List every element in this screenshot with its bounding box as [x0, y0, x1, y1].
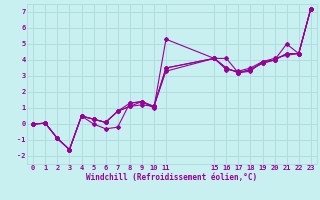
- X-axis label: Windchill (Refroidissement éolien,°C): Windchill (Refroidissement éolien,°C): [86, 173, 258, 182]
